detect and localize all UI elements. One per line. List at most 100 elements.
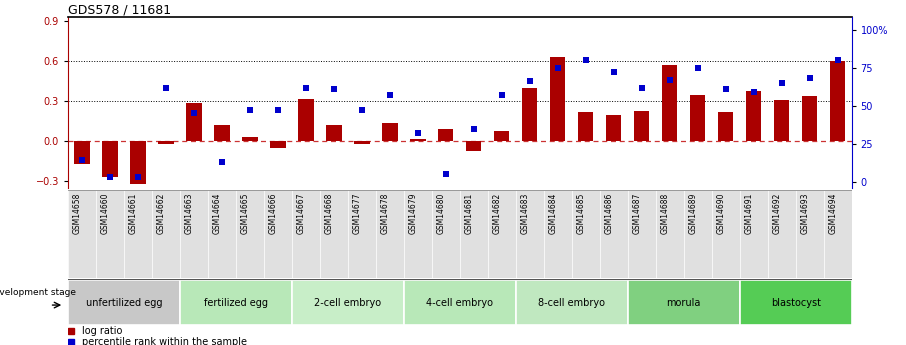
Bar <box>74 141 90 164</box>
Bar <box>600 190 628 278</box>
Point <box>74 158 89 163</box>
Text: unfertilized egg: unfertilized egg <box>86 298 162 308</box>
Bar <box>662 65 678 141</box>
Point <box>690 65 705 71</box>
Bar <box>746 91 761 141</box>
Bar <box>348 190 376 278</box>
Bar <box>684 190 712 278</box>
Bar <box>656 190 684 278</box>
Bar <box>410 139 426 141</box>
Point <box>467 126 481 131</box>
Bar <box>739 280 852 325</box>
Text: GSM14665: GSM14665 <box>241 193 250 234</box>
Bar <box>152 190 180 278</box>
Text: log ratio: log ratio <box>82 326 122 336</box>
Text: morula: morula <box>667 298 701 308</box>
Bar <box>830 61 845 141</box>
Bar <box>207 190 236 278</box>
Bar <box>516 190 544 278</box>
Text: GDS578 / 11681: GDS578 / 11681 <box>68 3 171 16</box>
Bar <box>96 190 124 278</box>
Bar <box>550 57 565 141</box>
Bar <box>270 141 285 148</box>
Point <box>130 174 145 180</box>
Text: GSM14691: GSM14691 <box>745 193 754 234</box>
Bar <box>68 190 96 278</box>
Text: GSM14661: GSM14661 <box>129 193 138 234</box>
Bar <box>572 190 600 278</box>
Point <box>439 171 453 177</box>
Point <box>354 108 369 113</box>
Text: GSM14690: GSM14690 <box>717 193 726 234</box>
Bar <box>628 190 656 278</box>
Text: GSM14679: GSM14679 <box>409 193 418 234</box>
Bar <box>487 190 516 278</box>
Point <box>299 85 313 90</box>
Point <box>579 58 593 63</box>
Text: blastocyst: blastocyst <box>771 298 821 308</box>
Text: GSM14687: GSM14687 <box>632 193 641 234</box>
Bar <box>544 190 572 278</box>
Bar <box>459 190 487 278</box>
Bar <box>628 280 739 325</box>
Text: GSM14660: GSM14660 <box>101 193 110 234</box>
Bar <box>824 190 852 278</box>
Text: GSM14683: GSM14683 <box>521 193 530 234</box>
Bar <box>634 111 650 141</box>
Bar <box>494 131 509 141</box>
Point <box>215 159 229 165</box>
Text: GSM14677: GSM14677 <box>352 193 361 234</box>
Text: 4-cell embryo: 4-cell embryo <box>427 298 493 308</box>
Text: GSM14688: GSM14688 <box>660 193 670 234</box>
Bar <box>354 141 370 144</box>
Point <box>243 108 257 113</box>
Point <box>634 85 649 90</box>
Text: GSM14689: GSM14689 <box>689 193 698 234</box>
Bar <box>298 99 313 141</box>
Point <box>410 130 425 136</box>
Bar <box>180 280 292 325</box>
Bar <box>236 190 264 278</box>
Bar <box>159 141 174 144</box>
Text: GSM14667: GSM14667 <box>297 193 306 234</box>
Bar <box>795 190 824 278</box>
Bar <box>68 280 180 325</box>
Bar <box>606 115 622 141</box>
Bar <box>774 100 789 141</box>
Text: development stage: development stage <box>0 288 76 297</box>
Text: GSM14658: GSM14658 <box>73 193 82 234</box>
Text: GSM14666: GSM14666 <box>269 193 278 234</box>
Bar <box>242 137 257 141</box>
Bar <box>739 190 767 278</box>
Text: GSM14681: GSM14681 <box>465 193 474 234</box>
Bar <box>439 129 454 141</box>
Bar <box>187 103 202 141</box>
Bar <box>718 112 733 141</box>
Bar <box>214 125 229 141</box>
Point <box>662 77 677 83</box>
Text: GSM14684: GSM14684 <box>549 193 558 234</box>
Point <box>102 174 117 180</box>
Bar <box>516 280 628 325</box>
Bar <box>292 280 404 325</box>
Text: GSM14686: GSM14686 <box>604 193 613 234</box>
Point <box>523 79 537 84</box>
Point <box>382 92 397 98</box>
Point <box>831 58 845 63</box>
Bar <box>180 190 207 278</box>
Bar <box>292 190 320 278</box>
Bar <box>690 95 706 141</box>
Text: GSM14685: GSM14685 <box>577 193 586 234</box>
Text: GSM14692: GSM14692 <box>773 193 782 234</box>
Text: GSM14682: GSM14682 <box>493 193 502 234</box>
Point <box>159 85 173 90</box>
Point <box>495 92 509 98</box>
Bar <box>522 88 537 141</box>
Bar <box>712 190 739 278</box>
Point <box>803 76 817 81</box>
Point <box>271 108 285 113</box>
Point <box>551 65 565 71</box>
Text: GSM14668: GSM14668 <box>325 193 333 234</box>
Point <box>606 70 621 75</box>
Text: 8-cell embryo: 8-cell embryo <box>538 298 605 308</box>
